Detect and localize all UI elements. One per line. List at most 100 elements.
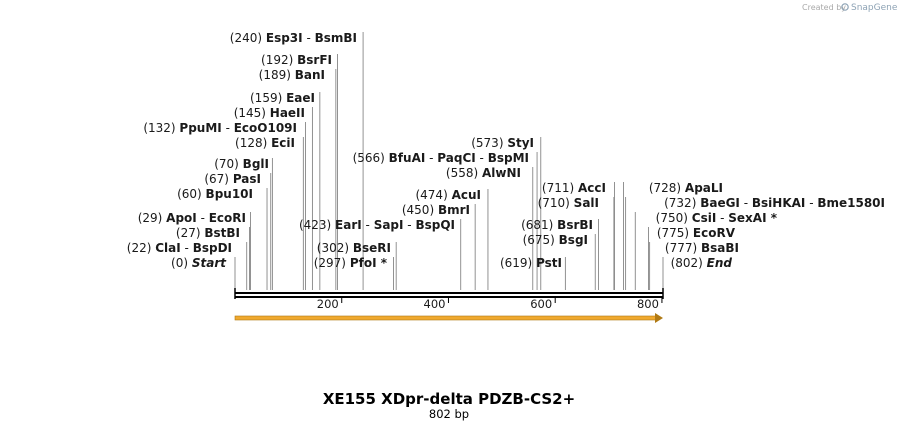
site-label: (775) EcoRV <box>657 226 736 240</box>
enzyme-name: BspDI <box>193 241 232 255</box>
enzyme-name: EarI <box>335 218 362 232</box>
scale-tick-label: 400 <box>424 297 446 311</box>
enzyme-name: BmrI <box>438 203 470 217</box>
site-label: (732) BaeGI - BsiHKAI - Bme1580I <box>664 196 885 210</box>
site-label: (558) AlwNI <box>446 166 521 180</box>
site-label: (189) BanI <box>259 68 325 82</box>
site-label: (573) StyI <box>471 136 534 150</box>
site-name-separator: - <box>476 151 488 165</box>
site-label: (619) PstI <box>500 256 562 270</box>
enzyme-name: StyI <box>507 136 534 150</box>
site-label: (675) BsgI <box>523 233 588 247</box>
site-label: (27) BstBI <box>176 226 240 240</box>
enzyme-name: BanI <box>295 68 325 82</box>
site-name-separator: - <box>805 196 817 210</box>
site-position: (619) <box>500 256 536 270</box>
enzyme-name: EaeI <box>286 91 315 105</box>
enzyme-name: AcuI <box>452 188 481 202</box>
site-name-separator: - <box>181 241 193 255</box>
site-label: (132) PpuMI - EcoO109I <box>143 121 297 135</box>
enzyme-name: BsrBI <box>557 218 593 232</box>
site-position: (728) <box>649 181 685 195</box>
site-label: (240) Esp3I - BsmBI <box>230 31 357 45</box>
site-label: (302) BseRI <box>317 241 391 255</box>
enzyme-name: BfuAI <box>389 151 426 165</box>
enzyme-name: EcoRV <box>693 226 736 240</box>
site-position: (777) <box>665 241 701 255</box>
credit-prefix: Created by <box>802 3 846 12</box>
enzyme-name: ApoI <box>166 211 197 225</box>
site-label: (0) Start <box>171 256 227 270</box>
snapgene-credit: Created by SnapGene <box>802 3 898 13</box>
enzyme-name: Start <box>192 256 227 270</box>
site-position: (423) <box>299 218 335 232</box>
site-position: (29) <box>138 211 166 225</box>
site-position: (450) <box>402 203 438 217</box>
scale-tick-label: 800 <box>637 297 659 311</box>
site-label: (750) CsiI - SexAI * <box>656 211 778 225</box>
enzyme-name: Esp3I <box>266 31 303 45</box>
enzyme-name: BsaBI <box>701 241 739 255</box>
site-label: (128) EciI <box>235 136 295 150</box>
enzyme-name: AlwNI <box>482 166 521 180</box>
enzyme-name: PpuMI <box>179 121 221 135</box>
site-position: (802) <box>671 256 707 270</box>
feature-arrow-body <box>234 315 657 321</box>
site-name-separator: - <box>740 196 752 210</box>
enzyme-name: BsgI <box>559 233 588 247</box>
site-label: (802) End <box>671 256 733 270</box>
enzyme-name: BseRI <box>353 241 391 255</box>
feature-arrow <box>234 313 663 323</box>
site-position: (192) <box>261 53 297 67</box>
sequence-title: XE155 XDpr-delta PDZB-CS2+ <box>323 390 575 408</box>
enzyme-name: BaeGI <box>700 196 740 210</box>
site-name-separator: - <box>222 121 234 135</box>
site-position: (27) <box>176 226 204 240</box>
sequence-length: 802 bp <box>429 407 469 421</box>
site-name-separator: - <box>303 31 315 45</box>
site-position: (60) <box>177 187 205 201</box>
site-name-separator: - <box>403 218 415 232</box>
site-name-separator: - <box>362 218 374 232</box>
site-position: (159) <box>250 91 286 105</box>
scale-tick-label: 600 <box>530 297 552 311</box>
site-position: (732) <box>664 196 700 210</box>
site-position: (70) <box>214 157 242 171</box>
enzyme-name: BglI <box>243 157 269 171</box>
enzyme-name: ApaLI <box>685 181 723 195</box>
enzyme-name: PstI <box>536 256 562 270</box>
site-label: (297) PfoI * <box>314 256 388 270</box>
site-position: (67) <box>204 172 232 186</box>
enzyme-name: BsmBI <box>315 31 357 45</box>
enzyme-name: SapI <box>374 218 404 232</box>
enzyme-name: End <box>707 256 733 270</box>
enzyme-name: Bme1580I <box>817 196 885 210</box>
snapgene-logo-icon <box>841 3 849 11</box>
site-name-separator: - <box>716 211 728 225</box>
site-position: (573) <box>471 136 507 150</box>
site-label: (423) EarI - SapI - BspQI <box>299 218 455 232</box>
site-label: (67) PasI <box>204 172 261 186</box>
site-label: (566) BfuAI - PaqCI - BspMI <box>353 151 529 165</box>
site-position: (474) <box>415 188 451 202</box>
site-name-separator: - <box>425 151 437 165</box>
enzyme-name: SalI <box>574 196 599 210</box>
enzyme-name: EciI <box>271 136 295 150</box>
site-position: (128) <box>235 136 271 150</box>
site-position: (558) <box>446 166 482 180</box>
enzyme-name: PaqCI <box>437 151 475 165</box>
credit-brand: SnapGene <box>851 3 898 13</box>
enzyme-name: SexAI * <box>728 211 777 225</box>
site-leader-lines <box>234 32 664 290</box>
site-label: (777) BsaBI <box>665 241 739 255</box>
site-name-separator: - <box>197 211 209 225</box>
site-position: (145) <box>234 106 270 120</box>
enzyme-name: PfoI * <box>350 256 388 270</box>
enzyme-name: BstBI <box>204 226 240 240</box>
enzyme-name: BspQI <box>415 218 455 232</box>
enzyme-name: BspMI <box>488 151 529 165</box>
site-position: (566) <box>353 151 389 165</box>
enzyme-name: EcoO109I <box>234 121 297 135</box>
site-position: (132) <box>143 121 179 135</box>
site-position: (681) <box>521 218 557 232</box>
